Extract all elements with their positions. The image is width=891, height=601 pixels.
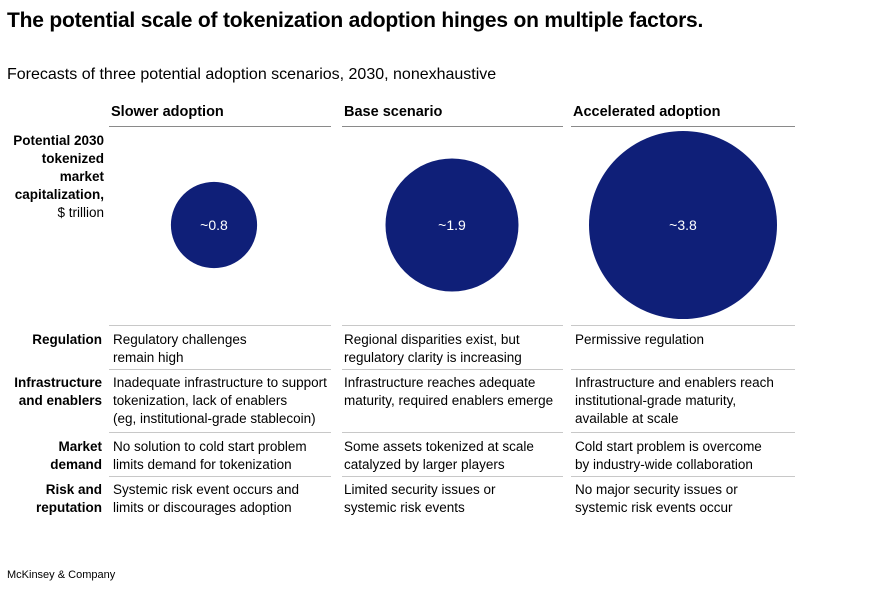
row-divider <box>109 369 331 370</box>
metric-unit: $ trillion <box>57 205 104 220</box>
bubble-1 <box>170 181 258 269</box>
chart-title: The potential scale of tokenization adop… <box>7 9 704 32</box>
column-header-base: Base scenario <box>342 104 563 127</box>
row-divider <box>571 432 795 433</box>
row-divider <box>109 325 331 326</box>
factor-label-risk: Risk and reputation <box>36 482 102 515</box>
factor-cell: Infrastructure reaches adequate maturity… <box>344 375 554 408</box>
factor-label-market-demand: Market demand <box>50 439 102 472</box>
row-divider <box>109 432 331 433</box>
chart-subtitle: Forecasts of three potential adoption sc… <box>7 66 497 83</box>
factor-cell: Cold start problem is overcome by indust… <box>575 439 762 472</box>
factor-cell: Limited security issues or systemic risk… <box>344 482 496 515</box>
factor-cell: Systemic risk event occurs and limits or… <box>113 482 300 515</box>
bubble-value-label: ~3.8 <box>669 217 697 233</box>
row-divider <box>109 476 331 477</box>
factor-cell: Regional disparities exist, but regulato… <box>344 332 522 365</box>
factor-label-regulation: Regulation <box>32 332 102 347</box>
factor-cell: Some assets tokenized at scale catalyzed… <box>344 439 534 472</box>
factor-cell: No solution to cold start problem limits… <box>113 439 307 472</box>
row-divider <box>342 432 563 433</box>
row-divider <box>571 476 795 477</box>
row-divider <box>571 325 795 326</box>
factor-cell: Inadequate infrastructure to support tok… <box>113 375 327 426</box>
factor-cell: Infrastructure and enablers reach instit… <box>575 375 774 426</box>
factor-label-infrastructure: Infrastructure and enablers <box>14 375 102 408</box>
row-divider <box>571 369 795 370</box>
factor-cell: Permissive regulation <box>575 332 705 347</box>
bubble-value-label: ~0.8 <box>200 217 228 233</box>
bubble-value-label: ~1.9 <box>438 217 466 233</box>
column-header-slower: Slower adoption <box>109 104 331 127</box>
column-header-accelerated: Accelerated adoption <box>571 104 795 127</box>
row-divider <box>342 476 563 477</box>
bubble-2 <box>385 158 519 292</box>
bubble-3 <box>589 131 777 319</box>
metric-label-text: Potential 2030 tokenized market capitali… <box>13 133 104 202</box>
factor-cell: Regulatory challenges remain high <box>113 332 247 365</box>
factor-cell: No major security issues or systemic ris… <box>575 482 738 515</box>
row-divider <box>342 325 563 326</box>
row-divider <box>342 369 563 370</box>
source-footer: McKinsey & Company <box>7 569 116 581</box>
metric-label: Potential 2030 tokenized market capitali… <box>0 132 104 222</box>
